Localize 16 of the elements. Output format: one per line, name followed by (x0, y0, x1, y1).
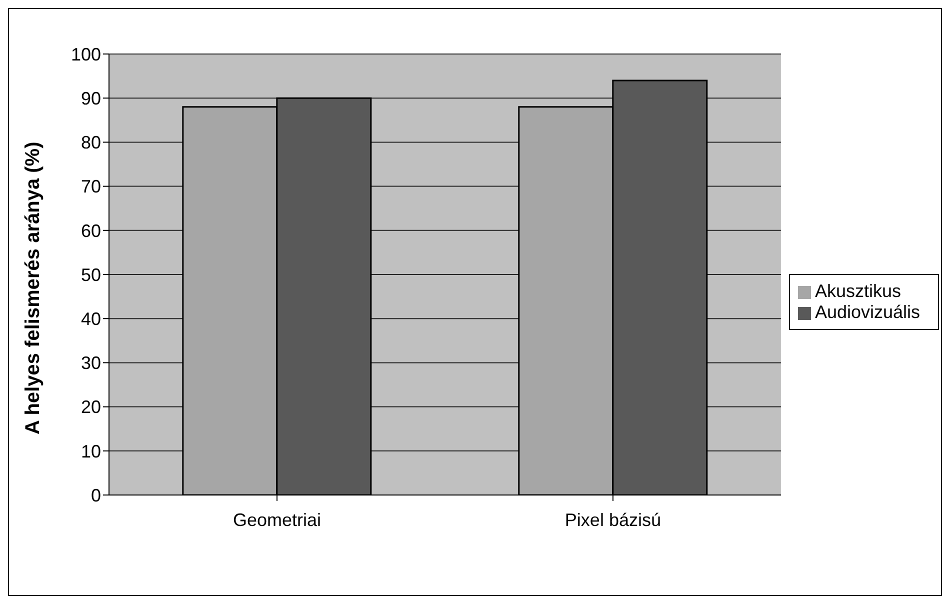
y-axis-title: A helyes felismerés aránya (%) (22, 142, 44, 434)
y-tick-label: 60 (80, 220, 101, 241)
y-tick-label: 0 (90, 485, 101, 506)
x-tick-label: Geometriai (232, 510, 321, 530)
y-tick-label: 70 (80, 176, 101, 197)
y-tick-label: 10 (80, 441, 101, 462)
y-tick-label: 40 (80, 308, 101, 329)
y-tick-label: 50 (80, 264, 101, 285)
y-tick-label: 20 (80, 397, 101, 418)
x-tick-label: Pixel bázisú (564, 510, 661, 530)
y-tick-label: 80 (80, 132, 101, 153)
y-tick-label: 90 (80, 88, 101, 108)
legend-label: Audiovizuális (814, 302, 920, 322)
y-tick-label: 100 (70, 44, 101, 64)
legend-label: Akusztikus (814, 281, 901, 301)
y-tick-label: 30 (80, 353, 101, 374)
